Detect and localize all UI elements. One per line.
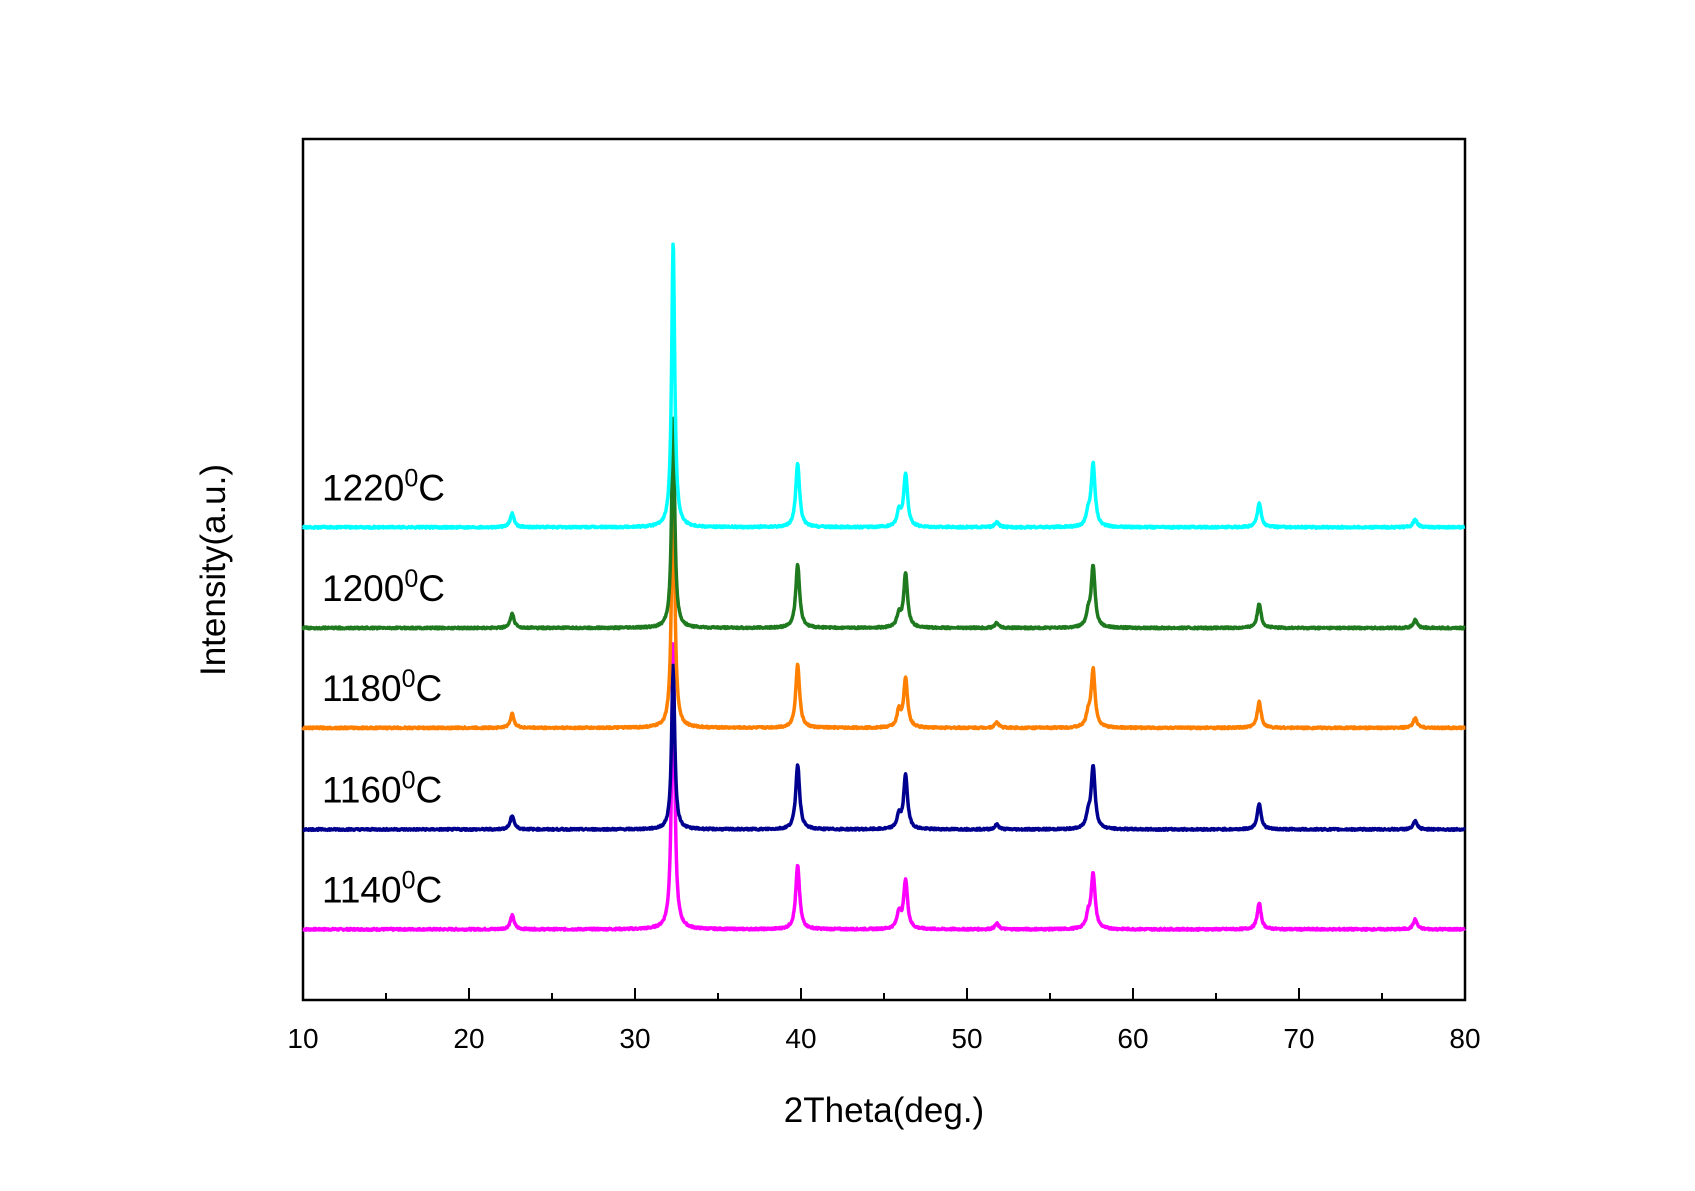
series-label-1220: 12200C	[322, 464, 445, 508]
series-line-1140	[301, 642, 1467, 932]
x-tick-label: 60	[1117, 1023, 1148, 1054]
x-tick-label: 10	[287, 1023, 318, 1054]
series-line-1160	[301, 663, 1467, 833]
y-axis-title: Intensity(a.u.)	[194, 464, 233, 676]
x-axis-title: 2Theta(deg.)	[784, 1091, 984, 1130]
series-line-1200	[301, 416, 1467, 631]
x-axis-ticks: 10 20 30 40 50 60 70 80	[287, 988, 1481, 1054]
series-line-1180	[301, 459, 1467, 731]
series-label-1140: 11400C	[322, 867, 442, 911]
series-labels: 11400C 11600C 11800C 12000C 12200C	[322, 464, 445, 910]
x-tick-label: 30	[619, 1023, 650, 1054]
x-tick-label: 40	[785, 1023, 816, 1054]
series-layer	[301, 242, 1467, 932]
series-label-1180: 11800C	[322, 665, 442, 709]
series-label-1200: 12000C	[322, 565, 445, 609]
series-line-1220	[301, 242, 1467, 530]
series-label-1160: 11600C	[322, 767, 442, 811]
x-tick-label: 80	[1449, 1023, 1480, 1054]
plot-frame	[301, 137, 1467, 1002]
x-tick-label: 20	[453, 1023, 484, 1054]
x-tick-label: 50	[951, 1023, 982, 1054]
x-tick-label: 70	[1283, 1023, 1314, 1054]
